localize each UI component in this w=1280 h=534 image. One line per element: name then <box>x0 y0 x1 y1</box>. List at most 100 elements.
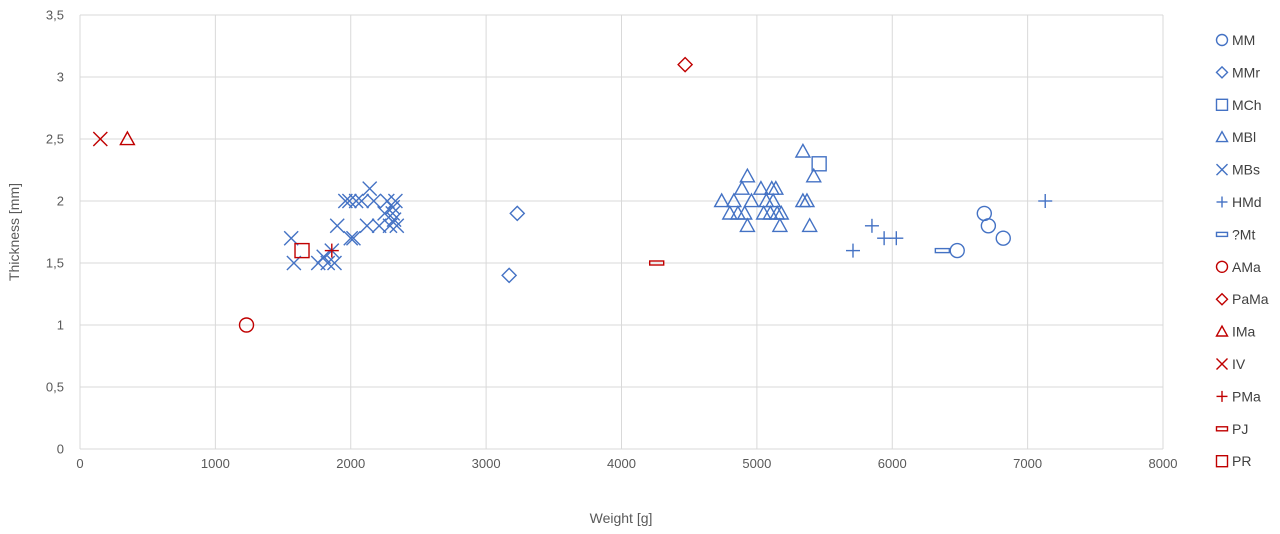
legend-label: PMa <box>1232 388 1261 404</box>
marker-diamond-shape <box>1215 65 1229 79</box>
marker-square-shape <box>1215 98 1229 112</box>
legend-label: ?Mt <box>1232 226 1255 242</box>
marker-x-stroke <box>341 193 357 209</box>
marker-x-stroke <box>1216 358 1228 370</box>
data-point <box>509 205 526 222</box>
data-point <box>949 242 965 259</box>
marker-x-stroke <box>389 218 405 234</box>
legend-label: HMd <box>1232 194 1262 210</box>
data-point <box>501 267 518 284</box>
legend-item: PR <box>1215 453 1251 469</box>
marker-x-stroke <box>359 218 375 234</box>
marker-x-stroke <box>385 205 401 221</box>
data-point <box>739 217 756 233</box>
marker-x-stroke <box>1216 163 1228 176</box>
y-tick-label: 3 <box>57 70 64 85</box>
legend-label: PaMa <box>1232 291 1269 307</box>
marker-x-stroke <box>362 181 378 197</box>
marker-circle-shape <box>238 317 255 333</box>
data-point <box>721 204 738 220</box>
data-point <box>764 192 782 208</box>
legend-item: MCh <box>1215 97 1262 113</box>
tick-labels: 0 1000 2000 3000 4000 5000 6000 7000 8000 0 0,5 1 1,… <box>46 8 1178 472</box>
data-point <box>286 255 302 271</box>
data-point <box>677 56 694 73</box>
x-tick-label: 2000 <box>336 456 365 471</box>
marker-dash-shape <box>1215 426 1229 432</box>
marker-x-stroke <box>348 193 364 209</box>
legend-marker <box>1215 130 1229 143</box>
marker-x-stroke <box>377 205 393 221</box>
y-tick-label: 0,5 <box>46 380 64 395</box>
data-point <box>648 260 665 266</box>
y-tick-label: 1,5 <box>46 256 64 271</box>
legend-label: MMr <box>1232 64 1260 80</box>
marker-diamond-shape <box>501 267 518 284</box>
x-tick-label: 1000 <box>201 456 230 471</box>
marker-dash-shape <box>934 247 951 254</box>
data-point <box>343 230 359 246</box>
legend-marker <box>1215 455 1229 468</box>
data-point <box>354 193 370 209</box>
legend-marker <box>1215 260 1229 273</box>
legend-marker <box>1215 426 1229 432</box>
data-point <box>771 217 789 233</box>
y-tick-label: 2,5 <box>46 132 64 147</box>
legend-item: PMa <box>1216 388 1261 404</box>
marker-triangle-shape <box>801 217 818 233</box>
legend-label: MBl <box>1232 129 1256 145</box>
data-point <box>767 180 785 195</box>
data-point <box>92 131 108 147</box>
legend-item: IMa <box>1215 324 1256 340</box>
legend-item: MBl <box>1215 129 1256 145</box>
marker-x-stroke <box>385 199 401 215</box>
legend-item: IV <box>1216 356 1246 372</box>
data-point <box>801 217 818 233</box>
y-tick-label: 0 <box>57 442 64 457</box>
marker-triangle-shape <box>1215 130 1229 143</box>
marker-triangle-shape <box>764 192 782 208</box>
data-point <box>845 243 860 258</box>
data-point <box>119 130 136 146</box>
marker-x-stroke <box>386 212 402 228</box>
data-point <box>327 255 342 271</box>
legend-label: IMa <box>1232 324 1256 340</box>
legend-item: MMr <box>1215 64 1260 80</box>
marker-triangle-shape <box>119 130 136 146</box>
marker-triangle-shape <box>771 217 789 233</box>
marker-triangle-shape <box>725 192 743 208</box>
y-tick-label: 2 <box>57 194 64 209</box>
marker-triangle-shape <box>794 142 812 158</box>
data-point <box>798 192 816 208</box>
data-point <box>320 255 336 271</box>
legend: MM MMr MCh MBl MBs HMd ?Mt AMa PaMa IMa IV PMa PJ PR <box>1215 32 1269 469</box>
marker-triangle-shape <box>758 192 775 208</box>
marker-diamond-shape <box>1215 292 1229 306</box>
data-point <box>864 218 879 233</box>
marker-dash-shape <box>1215 231 1229 238</box>
x-tick-label: 8000 <box>1149 456 1178 471</box>
marker-triangle-shape <box>767 180 785 195</box>
marker-x-stroke <box>345 230 361 246</box>
marker-triangle-shape <box>713 192 730 208</box>
data-point <box>337 193 353 209</box>
data-point <box>758 192 775 208</box>
data-point <box>736 204 753 220</box>
data-point <box>294 242 310 259</box>
marker-triangle-shape <box>743 192 760 208</box>
data-point <box>385 205 401 221</box>
data-point <box>341 193 357 209</box>
marker-circle-shape <box>1215 260 1229 273</box>
data-point <box>739 167 756 183</box>
marker-circle-shape <box>1215 33 1229 47</box>
data-point <box>385 199 401 215</box>
legend-marker <box>1215 231 1229 238</box>
marker-triangle-shape <box>721 204 738 220</box>
y-axis-label: Thickness [mm] <box>6 183 22 281</box>
marker-circle-shape <box>995 230 1011 246</box>
marker-diamond-shape <box>509 205 526 222</box>
data-point <box>743 192 760 208</box>
marker-x-stroke <box>320 255 336 271</box>
marker-triangle-shape <box>805 167 822 183</box>
data-point <box>980 218 997 234</box>
